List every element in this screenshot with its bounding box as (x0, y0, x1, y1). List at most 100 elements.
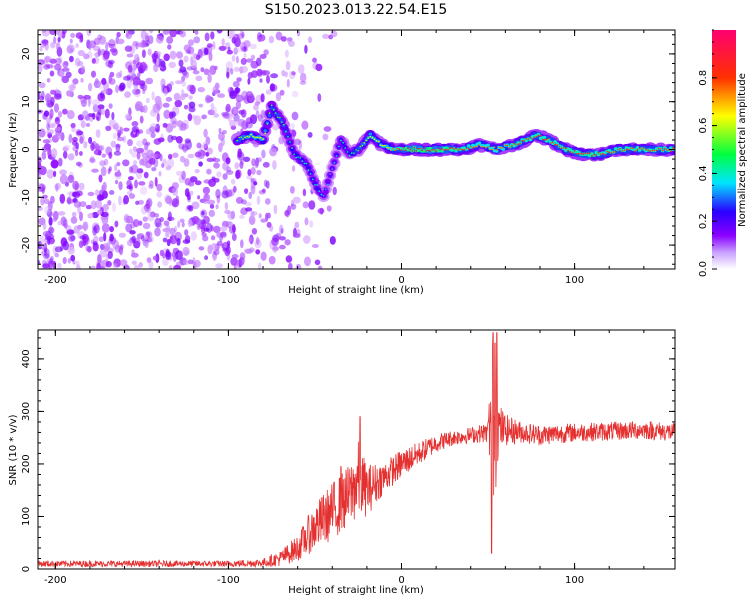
spectrogram-noise-blob (203, 128, 208, 138)
spectrogram-noise-blob (117, 169, 121, 177)
spectrogram-ridge-blob (379, 144, 382, 147)
spectrogram-noise-blob (204, 255, 209, 261)
spectrogram-noise-blob (304, 44, 308, 54)
spectrogram-noise-blob (290, 199, 294, 207)
spectrogram-noise-blob (152, 255, 158, 261)
spectrogram-noise-blob (62, 218, 68, 228)
spectrogram-noise-blob (95, 129, 101, 138)
spectrogram-noise-blob (182, 246, 190, 256)
spectrogram-noise-blob (149, 180, 154, 187)
spectrogram-noise-blob (255, 110, 260, 119)
spectrogram-noise-blob (160, 78, 166, 88)
spectrogram-noise-blob (101, 223, 110, 233)
spectrogram-noise-blob (218, 132, 225, 141)
spectrogram-noise-blob (129, 230, 136, 235)
y-tick-label: 300 (21, 402, 32, 421)
spectrogram-noise-blob (154, 217, 162, 228)
spectrogram-ridge-blob (295, 156, 298, 159)
spectrogram-noise-blob (169, 234, 177, 245)
spectrogram-noise-blob (307, 132, 313, 138)
spectrogram-noise-blob (148, 260, 154, 269)
spectrogram-ridge-blob (453, 148, 455, 150)
spectrogram-noise-blob (77, 60, 84, 67)
spectrogram-noise-blob (105, 125, 112, 131)
spectrogram-noise-blob (72, 180, 80, 190)
spectrogram-noise-blob (232, 185, 237, 193)
spectrogram-noise-blob (172, 152, 179, 158)
spectrogram-noise-blob (71, 126, 76, 133)
spectrogram-noise-blob (175, 250, 183, 260)
spectrogram-noise-blob (159, 249, 164, 257)
spectrogram-noise-blob (175, 136, 183, 144)
spectrogram-noise-blob (181, 170, 186, 180)
spectrogram-noise-blob (82, 221, 89, 231)
spectrogram-noise-blob (287, 37, 291, 44)
spectrogram-noise-blob (176, 170, 183, 176)
spectrogram-noise-blob (304, 256, 311, 267)
spectrogram-noise-blob (87, 246, 92, 253)
spectrogram-noise-blob (213, 162, 220, 169)
spectrogram-noise-blob (108, 74, 113, 84)
spectrogram-noise-blob (229, 120, 237, 128)
spectrogram-ridge-blob (445, 148, 447, 151)
colorbar-label: Normalized spectral amplitude (737, 73, 748, 227)
spectrogram-noise-blob (260, 218, 267, 223)
spectrogram-ridge-blob (634, 150, 637, 152)
spectrogram-ridge-blob (320, 193, 323, 196)
spectrogram-ridge-blob (498, 146, 500, 149)
spectrogram-ridge-blob (565, 147, 567, 150)
spectrogram-noise-blob (266, 221, 272, 228)
spectrogram-ridge-blob (525, 137, 527, 140)
spectrogram-noise-blob (162, 102, 170, 108)
spectrogram-noise-blob (225, 170, 234, 175)
spectrogram-noise-blob (285, 209, 290, 218)
spectrogram-noise-blob (142, 105, 148, 113)
spectrogram-ridge-blob (588, 152, 591, 154)
spectrogram-noise-blob (102, 203, 109, 212)
spectrogram-ridge-blob (342, 142, 344, 144)
spectrogram-noise-blob (117, 130, 122, 137)
spectrogram-noise-blob (225, 103, 231, 113)
spectrogram-ridge-blob (584, 152, 587, 155)
spectrogram-ridge-blob (267, 114, 272, 118)
spectrogram-noise-blob (269, 147, 277, 157)
spectrogram-ridge-blob (482, 145, 485, 148)
spectrogram-noise-blob (216, 30, 223, 34)
spectrogram-noise-blob (260, 251, 267, 261)
spectrogram-noise-blob (176, 51, 183, 59)
spectrogram-noise-blob (123, 195, 129, 205)
spectrogram-noise-blob (246, 175, 253, 180)
spectrogram-noise-blob (42, 263, 50, 268)
spectrogram-noise-blob (144, 240, 149, 249)
spectrogram-noise-blob (146, 257, 152, 263)
spectrogram-ridge-blob (560, 147, 563, 149)
spectrogram-noise-blob (295, 263, 302, 269)
spectrogram-noise-blob (248, 93, 255, 103)
spectrogram-noise-blob (133, 76, 141, 86)
spectrogram-noise-blob (183, 104, 189, 110)
spectrogram-noise-blob (292, 196, 301, 204)
spectrogram-noise-blob (194, 180, 202, 186)
spectrogram-noise-blob (162, 258, 169, 266)
spectrogram-noise-blob (275, 31, 283, 41)
snr-frame (37, 329, 676, 570)
spectrogram-ridge-blob (593, 153, 595, 156)
spectrogram-noise-blob (314, 259, 321, 266)
spectrogram-noise-blob (132, 59, 137, 65)
spectrogram-noise-blob (262, 70, 271, 76)
spectrogram-noise-blob (75, 161, 82, 167)
spectrogram-noise-blob (163, 220, 170, 226)
spectrogram-noise-blob (126, 79, 132, 89)
spectrogram-ridge-blob (265, 121, 270, 125)
spectrogram-noise-blob (103, 232, 107, 242)
spectrogram-ridge-blob (239, 137, 243, 141)
spectrogram-noise-blob (257, 36, 263, 43)
spectrogram-noise-blob (91, 168, 99, 173)
spectrogram-noise-blob (150, 123, 158, 130)
spectrogram-noise-blob (241, 120, 249, 130)
spectrogram-ridge-blob (465, 147, 468, 150)
spectrogram-noise-blob (57, 211, 66, 216)
spectrogram-noise-blob (115, 84, 119, 94)
spectrogram-noise-blob (266, 75, 270, 84)
spectrogram-noise-blob (80, 120, 86, 128)
